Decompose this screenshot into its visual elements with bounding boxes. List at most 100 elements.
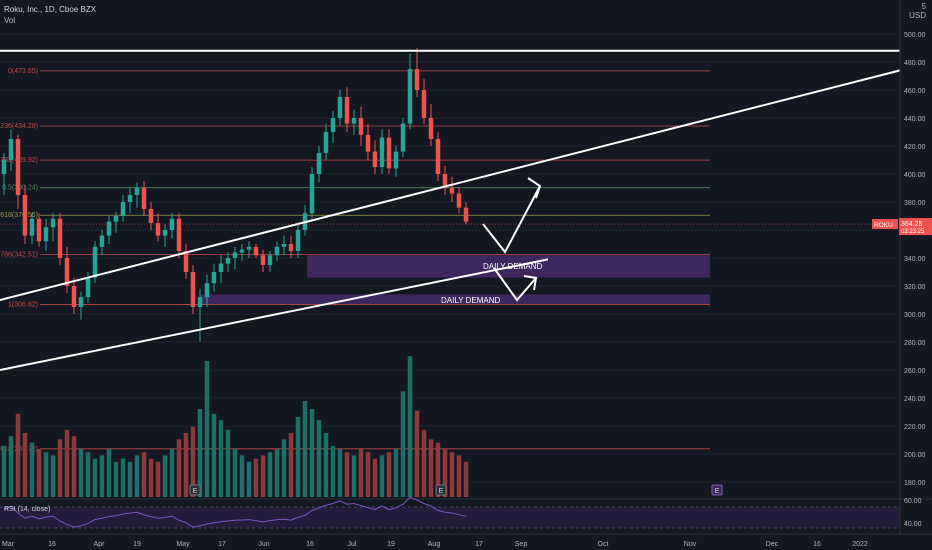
- candle-body: [407, 69, 413, 124]
- rsi-label: RSI (14, close): [4, 506, 50, 513]
- earnings-icon: [435, 484, 447, 496]
- volume-bar: [267, 452, 273, 497]
- candle-body: [57, 218, 63, 258]
- candle-body: [400, 123, 406, 152]
- rsi-tick: 60.00: [904, 498, 922, 505]
- time-tick: 16: [48, 541, 56, 548]
- candle-body: [414, 69, 420, 90]
- projection-arrows[interactable]: [482, 177, 542, 302]
- time-tick: 17: [218, 541, 226, 548]
- volume-bar: [316, 420, 322, 497]
- trend-lines[interactable]: [0, 49, 901, 371]
- volume-bar: [414, 410, 420, 497]
- volume-bar: [274, 449, 280, 497]
- volume-bar: [169, 449, 175, 497]
- earnings-letter: E: [439, 488, 444, 495]
- candle-body: [71, 286, 77, 307]
- candle-body: [393, 151, 399, 169]
- rsi-line: [3, 496, 467, 528]
- volume-label: Vol: [4, 16, 16, 25]
- volume-bar: [400, 391, 406, 497]
- candle-body: [78, 297, 84, 307]
- time-tick: Dec: [766, 541, 779, 548]
- volume-bar: [120, 458, 126, 497]
- candle-body: [225, 258, 231, 264]
- rsi-band: [0, 507, 900, 528]
- candle-body: [372, 151, 378, 167]
- candle-body: [211, 272, 217, 284]
- rsi-pane[interactable]: RSI (14, close) 60.00 40.00: [0, 496, 932, 529]
- candle-body: [442, 174, 448, 188]
- arrow-head-up: [527, 177, 542, 199]
- candle-body: [29, 218, 35, 236]
- price-tick: 420.00: [904, 144, 926, 151]
- volume-bar: [463, 461, 469, 497]
- volume-bar: [43, 452, 49, 497]
- time-axis[interactable]: Mar 16 Apr 19 May 17 Jun 16 Jul 19 Aug 17 Sep Oct Nov D…: [0, 533, 932, 548]
- chart-labels: E E E DAILY DEMAND DAILY DEMAND: [189, 262, 723, 496]
- candle-body: [253, 246, 259, 256]
- volume-bar: [372, 458, 378, 497]
- earnings-badge: E: [189, 484, 201, 496]
- candle-body: [1, 160, 7, 174]
- price-axis[interactable]: 500.00 480.00 460.00 440.00 420.00 400.00 380.…: [0, 0, 932, 534]
- volume-bar: [141, 452, 147, 497]
- candle-body: [323, 132, 329, 153]
- volume-bar: [365, 452, 371, 497]
- earnings-icon: [189, 484, 201, 496]
- volume-bar: [8, 436, 14, 497]
- price-tag-value: 364.25: [901, 221, 923, 228]
- time-tick: Oct: [598, 541, 609, 548]
- time-tick: May: [176, 541, 190, 548]
- candle-body: [183, 251, 189, 272]
- volume-bar: [22, 433, 28, 497]
- volume-bar: [64, 429, 70, 497]
- time-tick: Mar: [2, 541, 15, 548]
- scale-indicator[interactable]: 5 USD: [909, 2, 926, 20]
- fib-label: 0(473.65): [8, 68, 38, 75]
- candle-body: [365, 134, 371, 152]
- time-tick: Apr: [94, 541, 106, 548]
- volume-bar: [309, 409, 315, 497]
- volume-bar: [99, 455, 105, 497]
- volume-bar: [113, 461, 119, 497]
- candle-body: [15, 139, 21, 195]
- price-tick: 380.00: [904, 200, 926, 207]
- symbol-title[interactable]: Roku, Inc., 1D, Cboe BZX: [4, 5, 97, 14]
- volume-bar: [386, 452, 392, 497]
- earnings-badge: E: [435, 484, 447, 496]
- volume-bar: [239, 455, 245, 497]
- volume-bar: [428, 439, 434, 497]
- volume-bar: [302, 401, 308, 497]
- price-tag-countdown: 03:23:25: [901, 229, 925, 235]
- candle-body: [358, 118, 364, 135]
- symbol-tag-text: ROKU: [874, 222, 893, 229]
- candle-body: [295, 230, 301, 251]
- price-tick: 340.00: [904, 256, 926, 263]
- candle-body: [92, 246, 98, 278]
- candle-body: [141, 188, 147, 209]
- projection-path-down: [493, 267, 537, 302]
- currency-label: USD: [909, 11, 926, 20]
- volume-bar: [127, 461, 133, 497]
- earnings-letter: E: [193, 488, 198, 495]
- time-tick: Nov: [684, 541, 697, 548]
- candle-body: [8, 139, 14, 160]
- candle-body: [246, 246, 252, 250]
- price-tick: 500.00: [904, 32, 926, 39]
- earnings-icon: [711, 484, 723, 496]
- volume-bar: [323, 433, 329, 497]
- candle-body: [190, 272, 196, 307]
- candle-body: [113, 216, 119, 222]
- candle-body: [260, 255, 266, 265]
- volume-bar: [85, 452, 91, 497]
- volume-bar: [36, 449, 42, 497]
- price-tick: 180.00: [904, 480, 926, 487]
- volume-bar: [393, 449, 399, 497]
- candle-body: [176, 218, 182, 251]
- time-tick: 2022: [852, 541, 868, 548]
- candle-body: [64, 258, 70, 286]
- time-tick: 19: [133, 541, 141, 548]
- candle-body: [127, 195, 133, 202]
